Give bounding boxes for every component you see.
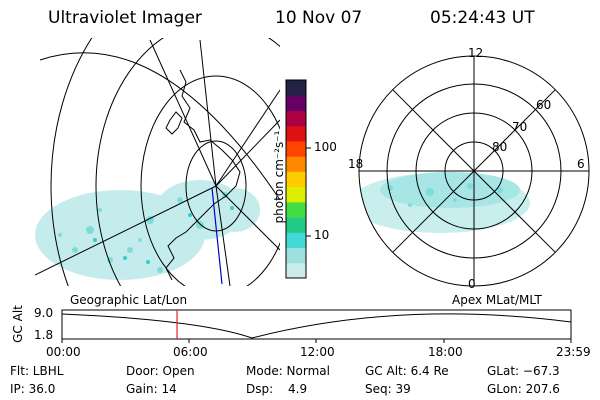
colorbar-segment [286,80,306,96]
colorbar-segment [286,217,306,233]
colorbar-segment [286,125,306,142]
mlt-label-6: 6 [577,157,585,171]
left-panel-label: Geographic Lat/Lon [70,293,188,307]
colorbar-segment [286,201,306,218]
colorbar-segment [286,186,306,203]
colorbar-segment [286,232,306,249]
info-ip: IP: 36.0 [10,382,56,396]
polar-emission [359,172,530,233]
mlt-label-12: 12 [468,46,484,60]
date-label: 10 Nov 07 [275,8,363,28]
left-emission-speckle [58,192,228,273]
time-label: 05:24:43 UT [430,8,535,28]
info-flt: Flt: LBHL [10,364,64,378]
mlat-label-60: 60 [536,98,552,112]
coastline [165,69,241,281]
colorbar-unit-label: photon cm⁻²s⁻¹ [272,130,286,224]
info-dsp-label: Dsp: [246,382,274,396]
info-gain: Gain: 14 [126,382,177,396]
coastline-island [165,111,183,135]
colorbar-segment [286,95,306,111]
geo-grid [35,38,280,286]
polar-grid [358,55,590,287]
mlt-label-18: 18 [348,157,364,171]
colorbar-segment [286,140,306,157]
geographic-map [35,38,280,286]
mlat-label-80: 80 [492,140,508,154]
left-emission-bright [93,206,234,264]
mlat-label-70: 70 [512,120,528,134]
timeline-xtick-4: 23:59 [556,345,591,359]
info-glon: GLon: 207.6 [487,382,560,396]
info-seq: Seq: 39 [365,382,411,396]
timeline-y-top: 9.0 [34,306,54,320]
mlt-label-0: 0 [468,277,476,291]
colorbar-label-100: 100 [314,140,337,154]
gc-alt-curve [61,313,572,339]
timeline-xtick-2: 12:00 [300,345,335,359]
timeline-xtick-3: 18:00 [428,345,463,359]
colorbar-segment [286,247,306,264]
info-gc-alt: GC Alt: 6.4 Re [365,364,449,378]
colorbar-segment [286,262,306,279]
info-dsp-value: 4.9 [288,382,308,396]
info-door: Door: Open [126,364,195,378]
timeline-xtick-0: 00:00 [46,345,81,359]
colorbar-segment [286,171,306,188]
timeline-axis-label: GC Alt [11,305,25,343]
timeline-xtick-1: 06:00 [173,345,208,359]
info-mode: Mode: Normal [246,364,330,378]
colorbar [286,80,306,279]
colorbar-frame [285,79,307,279]
right-panel-label: Apex MLat/MLT [452,293,542,307]
info-glat: GLat: −67.3 [487,364,560,378]
terminator-line [211,187,223,285]
colorbar-label-10: 10 [314,228,330,242]
timeline-ticks [61,339,572,343]
colorbar-segment [286,156,306,172]
colorbar-segment [286,110,306,127]
timeline-y-bottom: 1.8 [34,328,54,342]
instrument-title: Ultraviolet Imager [48,8,202,28]
